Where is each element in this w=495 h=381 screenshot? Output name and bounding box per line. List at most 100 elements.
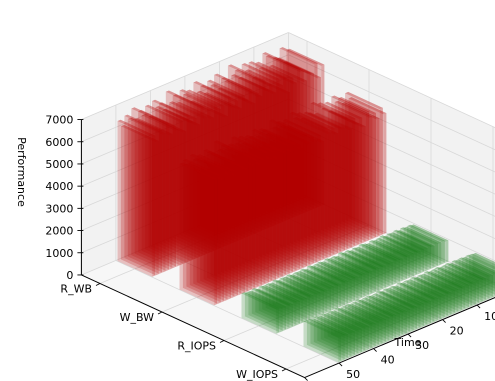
bar-face-R_WB — [186, 115, 190, 263]
z-gridline-side — [288, 120, 495, 217]
bar-side-W_IOPS — [320, 314, 356, 356]
bar-face-W_IOPS — [341, 334, 345, 361]
bar-face-R_IOPS — [383, 266, 387, 289]
bar-side-R_WB — [224, 81, 260, 232]
bar-side-R_IOPS — [386, 234, 422, 273]
bar-face-W_BW — [221, 179, 225, 303]
bar-top-W_BW — [214, 140, 252, 158]
bar-face-R_IOPS — [338, 284, 342, 308]
bar-top-R_IOPS — [276, 279, 314, 298]
bar-side-R_IOPS — [345, 251, 380, 291]
bar-face-W_BW — [248, 156, 252, 291]
bar-side-W_IOPS — [427, 272, 463, 311]
time-tick-label: 50 — [346, 368, 360, 381]
bar-face-R_WB — [283, 77, 287, 222]
bar-top-W_IOPS — [313, 316, 352, 334]
bar-face-W_BW — [345, 117, 349, 251]
bar-face-W_IOPS — [455, 289, 459, 313]
bar-top-R_WB — [183, 93, 221, 111]
bar-top-W_BW — [314, 112, 352, 130]
bar-face-W_IOPS — [365, 326, 369, 351]
bar-side-W_BW — [231, 137, 266, 284]
bar-face-W_IOPS — [393, 315, 397, 340]
bar-top-W_IOPS — [469, 253, 495, 267]
bar-face-W_IOPS — [372, 323, 376, 348]
bar-face-W_BW — [383, 113, 387, 235]
bar-top-W_BW — [224, 148, 263, 166]
bar-face-R_IOPS — [421, 249, 425, 273]
bar-top-W_BW — [220, 144, 259, 162]
bar-side-R_WB — [255, 63, 291, 219]
bar-top-R_WB — [203, 92, 242, 110]
bar-top-W_BW — [272, 126, 311, 145]
bar-top-R_IOPS — [362, 243, 401, 261]
bar-side-R_IOPS — [324, 259, 359, 299]
bar-face-R_WB — [266, 90, 270, 229]
bar-side-W_BW — [214, 141, 249, 291]
x-gridline-floor — [219, 216, 443, 320]
bar-top-R_IOPS — [372, 239, 411, 257]
bar-top-W_BW — [269, 119, 307, 137]
bar-top-R_WB — [134, 118, 173, 136]
bar-top-W_BW — [193, 157, 232, 176]
bar-top-W_BW — [238, 135, 276, 153]
bar-top-W_IOPS — [386, 287, 425, 305]
bar-side-R_IOPS — [396, 231, 432, 269]
bar-top-W_IOPS — [355, 299, 394, 317]
bar-side-W_IOPS — [438, 268, 473, 306]
bar-face-R_WB — [217, 109, 221, 250]
bar-face-R_WB — [221, 105, 225, 248]
cat-gridline-floor — [223, 253, 432, 341]
bar-face-R_WB — [214, 105, 218, 251]
bar-side-W_IOPS — [334, 308, 370, 350]
bar-top-W_IOPS — [458, 257, 495, 275]
bar-face-R_WB — [310, 73, 314, 211]
bar-top-W_BW — [210, 152, 249, 171]
category-tick-label: W_BW — [120, 311, 155, 324]
bar-side-W_BW — [283, 120, 318, 262]
bar-side-R_IOPS — [355, 248, 391, 286]
bar-face-W_BW — [269, 158, 273, 283]
bar-side-W_IOPS — [431, 270, 466, 309]
bar-side-W_BW — [220, 145, 256, 288]
bar-side-W_BW — [189, 155, 225, 301]
z-gridline-side — [288, 32, 495, 128]
bar-face-R_IOPS — [438, 242, 442, 266]
bar-face-R_IOPS — [428, 245, 432, 270]
bar-side-W_IOPS — [396, 283, 432, 324]
z-tick-label: 2000 — [45, 225, 73, 238]
bar-face-R_WB — [228, 97, 232, 245]
bar-face-R_WB — [241, 95, 245, 240]
bar-top-W_BW — [203, 149, 242, 167]
bar-top-W_BW — [207, 151, 245, 169]
bar-face-R_WB — [183, 131, 187, 264]
bar-top-R_WB — [241, 63, 280, 81]
bar-top-W_IOPS — [348, 303, 387, 321]
z-gridline-side — [288, 76, 495, 173]
x-gridline-floor — [253, 202, 478, 306]
bar-side-R_WB — [134, 119, 170, 270]
bar-side-W_BW — [196, 155, 232, 299]
bar-top-W_BW — [182, 159, 221, 177]
bar-top-W_IOPS — [358, 299, 397, 317]
bar-face-R_IOPS — [403, 256, 407, 281]
bar-top-W_BW — [317, 102, 356, 120]
bar-side-W_BW — [241, 143, 277, 280]
bar-top-R_WB — [186, 89, 225, 107]
bar-top-R_IOPS — [251, 288, 290, 306]
bar-side-W_BW — [296, 113, 332, 256]
bar-top-R_IOPS — [282, 276, 321, 294]
bar-top-R_IOPS — [338, 252, 376, 270]
bar-side-W_BW — [200, 160, 235, 297]
bar-top-R_IOPS — [389, 232, 428, 250]
bar-side-R_WB — [127, 118, 163, 273]
bar-side-R_WB — [234, 70, 270, 228]
bar-side-R_WB — [189, 101, 225, 247]
bar-side-W_BW — [320, 108, 356, 246]
bar-side-W_BW — [276, 122, 311, 265]
bar-top-R_WB — [221, 77, 259, 95]
bar-top-R_IOPS — [279, 277, 318, 295]
bar-top-W_IOPS — [306, 319, 345, 337]
bar-face-W_IOPS — [434, 298, 438, 322]
bar-face-R_IOPS — [376, 268, 380, 292]
